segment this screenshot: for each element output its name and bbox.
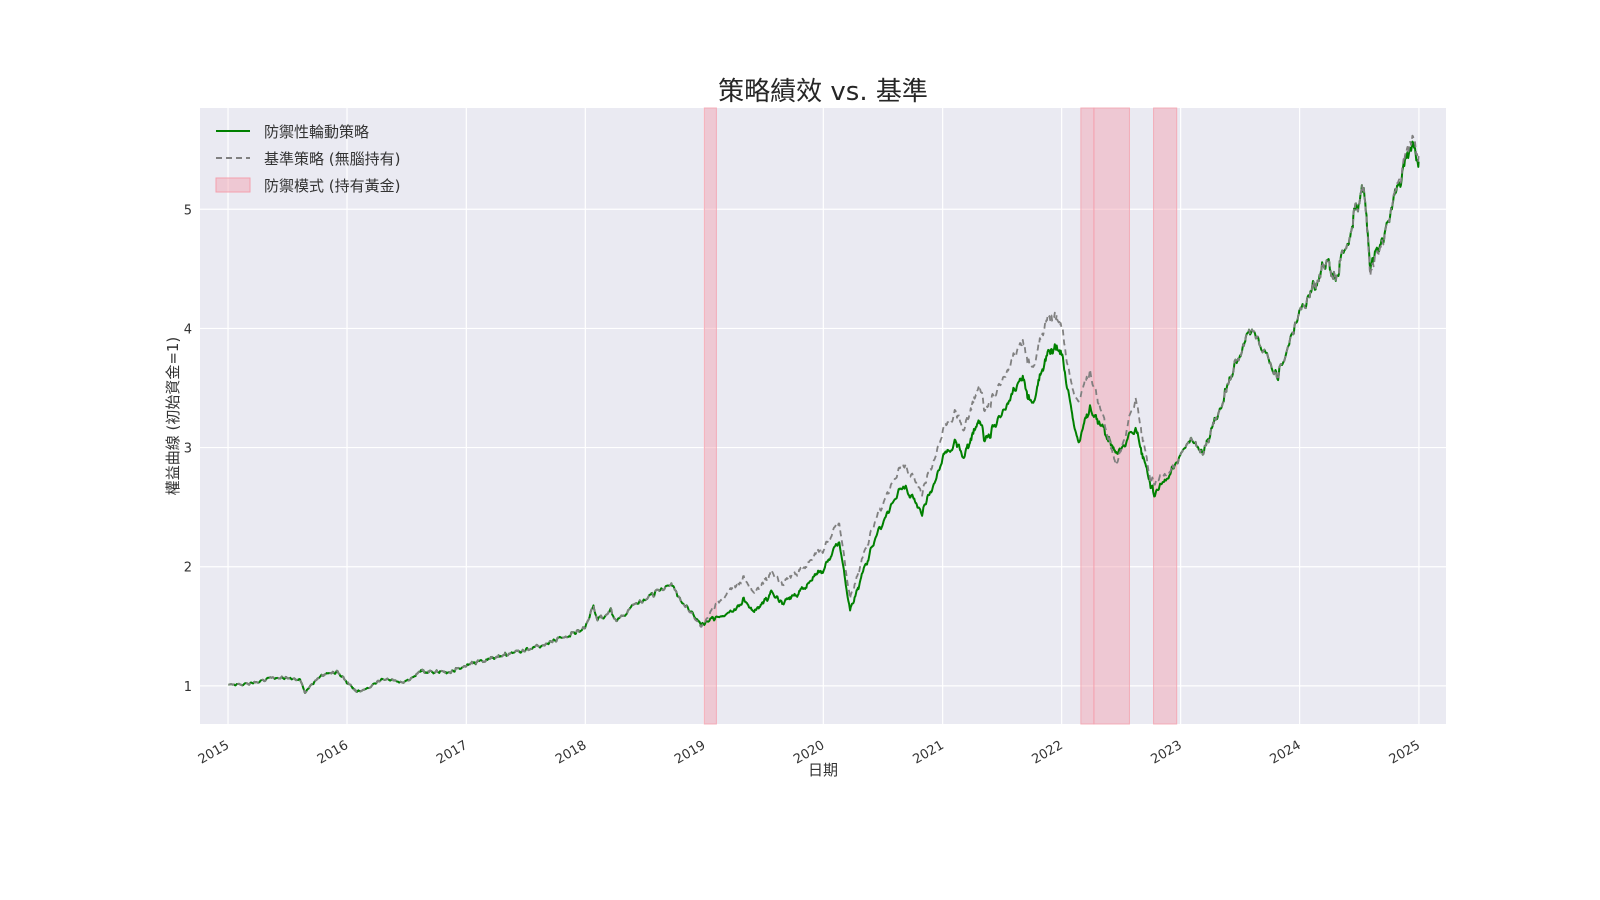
- strategy-line: [228, 140, 1420, 694]
- series-lines: [228, 134, 1420, 694]
- defensive-periods: [703, 107, 1178, 725]
- legend: 防禦性輪動策略 基準策略 (無腦持有) 防禦模式 (持有黃金): [215, 123, 400, 195]
- x-tick-label: 2015: [196, 738, 232, 768]
- legend-label-defensive: 防禦模式 (持有黃金): [264, 177, 400, 195]
- legend-swatch-defensive: [215, 177, 251, 193]
- defensive-period-band: [1153, 107, 1178, 725]
- x-tick-label: 2019: [672, 738, 708, 768]
- chart-title: 策略績效 vs. 基準: [718, 77, 928, 107]
- x-tick-label: 2022: [1029, 738, 1065, 768]
- x-tick-label: 2018: [553, 738, 589, 768]
- defensive-period-band: [1093, 107, 1130, 725]
- legend-label-benchmark: 基準策略 (無腦持有): [264, 150, 400, 168]
- x-tick-label: 2017: [434, 738, 470, 768]
- y-tick-label: 5: [184, 203, 192, 218]
- x-tick-label: 2024: [1267, 738, 1303, 768]
- x-tick-label: 2023: [1148, 738, 1184, 768]
- y-tick-label: 4: [184, 322, 192, 337]
- y-axis-label: 權益曲線 (初始資金=1): [164, 337, 182, 496]
- y-axis-ticks: 1 2 3 4 5: [184, 203, 192, 695]
- defensive-period-band: [703, 107, 717, 725]
- x-tick-label: 2025: [1387, 738, 1423, 768]
- benchmark-line: [228, 134, 1420, 694]
- x-tick-label: 2016: [315, 738, 351, 768]
- legend-label-strategy: 防禦性輪動策略: [264, 123, 369, 141]
- x-axis-label: 日期: [808, 761, 838, 779]
- y-tick-label: 3: [184, 442, 192, 457]
- grid-lines: [200, 108, 1446, 724]
- y-tick-label: 2: [184, 561, 192, 576]
- x-tick-label: 2021: [910, 738, 946, 768]
- y-tick-label: 1: [184, 680, 192, 695]
